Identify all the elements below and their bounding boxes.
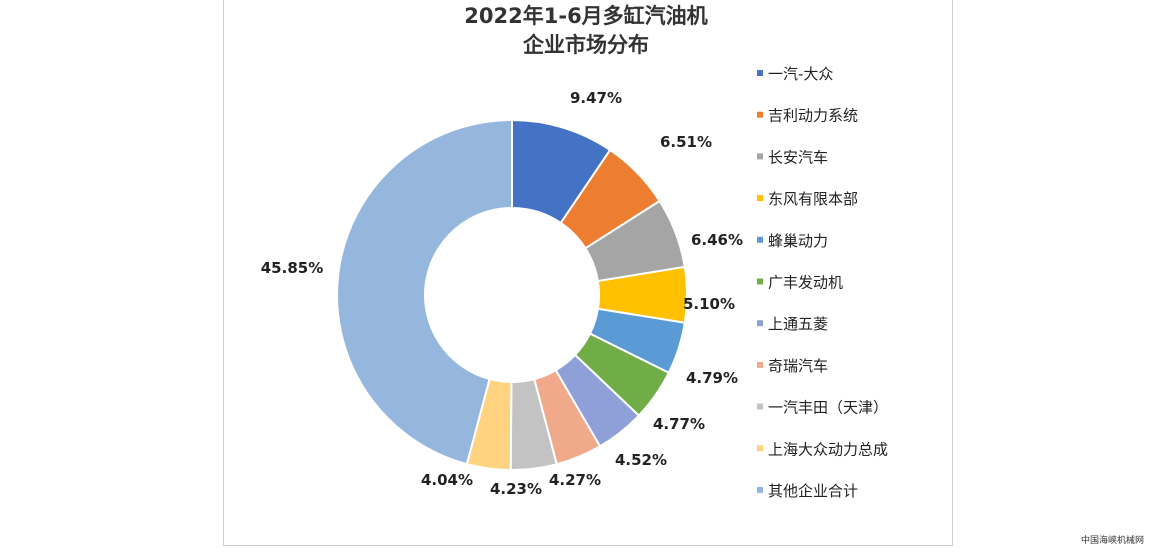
legend-marker-7 xyxy=(757,320,763,327)
data-label-1: 9.47% xyxy=(570,89,622,107)
data-label-11: 45.85% xyxy=(261,259,323,277)
legend-marker-6 xyxy=(757,278,763,285)
data-label-2: 6.51% xyxy=(660,133,712,151)
data-label-7: 4.52% xyxy=(615,451,667,469)
chart-title-line-1: 2022年1-6月多缸汽油机 xyxy=(464,4,707,28)
legend-label-11: 其他企业合计 xyxy=(768,482,858,500)
legend-label-3: 长安汽车 xyxy=(768,148,828,166)
legend-label-5: 蜂巢动力 xyxy=(768,232,828,250)
data-label-6: 4.77% xyxy=(653,415,705,433)
data-label-5: 4.79% xyxy=(686,369,738,387)
data-label-8: 4.27% xyxy=(549,471,601,489)
data-label-9: 4.23% xyxy=(490,480,542,498)
data-label-3: 6.46% xyxy=(691,231,743,249)
legend-marker-2 xyxy=(757,111,763,118)
watermark: 中国海峡机械网 xyxy=(1080,536,1144,546)
legend-label-9: 一汽丰田（天津） xyxy=(768,399,888,417)
data-label-10: 4.04% xyxy=(421,471,473,489)
legend-label-8: 奇瑞汽车 xyxy=(768,357,828,375)
data-label-4: 5.10% xyxy=(683,295,735,313)
legend-marker-9 xyxy=(757,403,763,410)
legend-label-6: 广丰发动机 xyxy=(768,274,843,292)
data-labels-group: 9.47% 6.51% 6.46% 5.10% 4.79% 4.77% 4.52% 4.27%… xyxy=(261,89,743,498)
legend-marker-4 xyxy=(757,195,763,202)
chart-title-line-2: 企业市场分布 xyxy=(522,33,649,57)
legend-label-1: 一汽-大众 xyxy=(768,65,833,83)
legend-marker-3 xyxy=(757,153,763,160)
legend-marker-8 xyxy=(757,361,763,368)
slices-group xyxy=(336,118,688,472)
legend-marker-10 xyxy=(757,445,763,452)
legend-label-2: 吉利动力系统 xyxy=(768,107,858,125)
slice-11 xyxy=(336,118,513,466)
legend-marker-5 xyxy=(757,236,763,243)
legend-marker-1 xyxy=(757,70,763,76)
legend-label-4: 东风有限本部 xyxy=(768,190,858,208)
legend-marker-11 xyxy=(757,487,763,493)
legend-label-7: 上通五菱 xyxy=(768,315,828,333)
legend-label-10: 上海大众动力总成 xyxy=(768,440,888,458)
legend: 一汽-大众吉利动力系统长安汽车东风有限本部蜂巢动力广丰发动机上通五菱奇瑞汽车一汽… xyxy=(757,65,888,500)
